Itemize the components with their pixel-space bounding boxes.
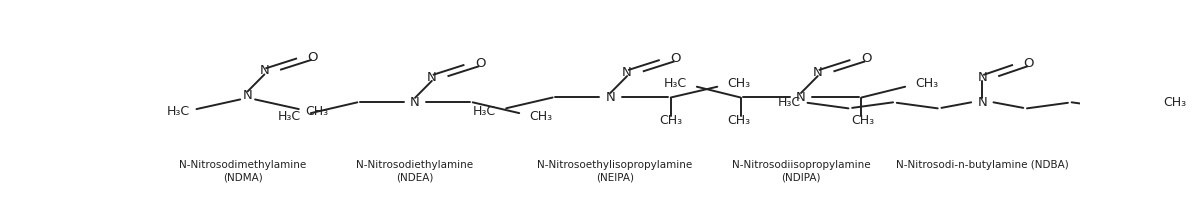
Text: N-Nitrosodi-n-butylamine (NDBA): N-Nitrosodi-n-butylamine (NDBA) [896, 160, 1069, 170]
Text: O: O [860, 52, 871, 65]
Text: CH₃: CH₃ [727, 77, 751, 90]
Text: N: N [427, 71, 437, 84]
Text: N-Nitrosodimethylamine: N-Nitrosodimethylamine [179, 160, 307, 170]
Text: N-Nitrosoethylisopropylamine: N-Nitrosoethylisopropylamine [538, 160, 692, 170]
Text: (NDIPA): (NDIPA) [781, 173, 821, 183]
Text: CH₃: CH₃ [305, 106, 329, 119]
Text: O: O [307, 51, 318, 64]
Text: CH₃: CH₃ [727, 113, 750, 126]
Text: O: O [1024, 57, 1034, 70]
Text: H₃C: H₃C [167, 106, 190, 119]
Text: N: N [242, 89, 252, 102]
Text: N: N [978, 96, 988, 109]
Text: N: N [410, 96, 420, 109]
Text: O: O [475, 57, 485, 70]
Text: N: N [812, 66, 823, 79]
Text: N: N [606, 91, 616, 104]
Text: N: N [796, 91, 806, 104]
Text: (NDMA): (NDMA) [223, 173, 263, 183]
Text: N: N [623, 66, 632, 79]
Text: H₃C: H₃C [778, 96, 802, 109]
Text: (NDEA): (NDEA) [396, 173, 433, 183]
Text: CH₃: CH₃ [1164, 96, 1187, 109]
Text: O: O [671, 52, 680, 65]
Text: N: N [259, 64, 269, 78]
Text: CH₃: CH₃ [916, 77, 938, 90]
Text: N-Nitrosodiisopropylamine: N-Nitrosodiisopropylamine [732, 160, 870, 170]
Text: CH₃: CH₃ [529, 110, 552, 122]
Text: (NEIPA): (NEIPA) [596, 173, 634, 183]
Text: CH₃: CH₃ [852, 113, 875, 126]
Text: N-Nitrosodiethylamine: N-Nitrosodiethylamine [356, 160, 474, 170]
Text: H₃C: H₃C [664, 77, 686, 90]
Text: H₃C: H₃C [473, 105, 496, 118]
Text: H₃C: H₃C [277, 110, 301, 122]
Text: CH₃: CH₃ [659, 113, 683, 126]
Text: N: N [978, 71, 988, 84]
